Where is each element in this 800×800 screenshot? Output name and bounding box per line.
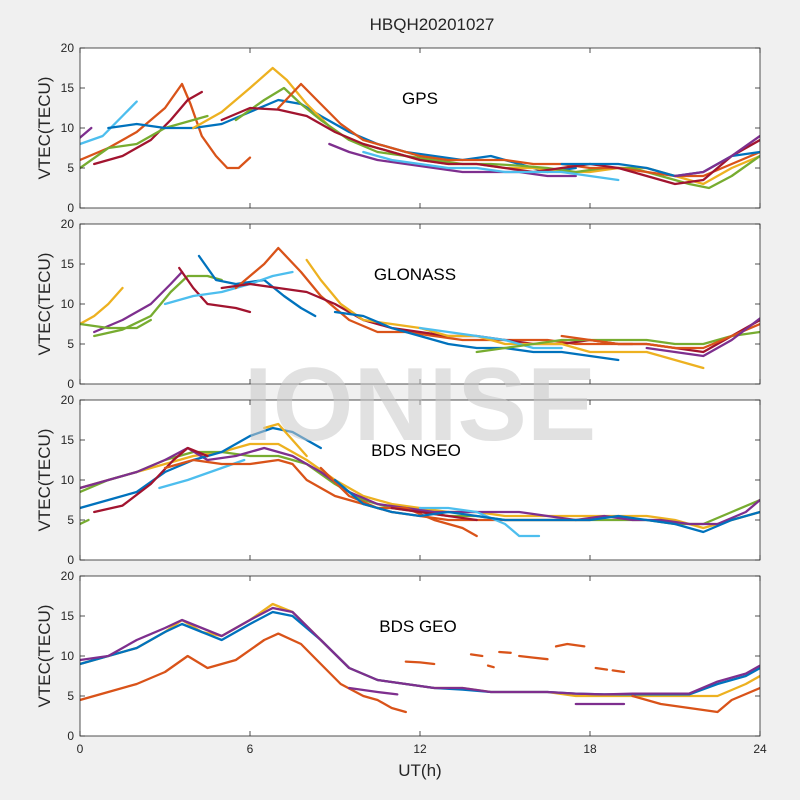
- series-line-13: [80, 518, 90, 526]
- series-line-3: [80, 606, 760, 696]
- y-tick-label: 10: [61, 121, 75, 135]
- series-line-9: [319, 466, 478, 538]
- series-line-12: [362, 150, 620, 182]
- series-line-15: [645, 317, 760, 358]
- y-tick-label: 5: [67, 337, 74, 351]
- x-tick-label: 24: [753, 742, 767, 756]
- series-line-15: [486, 664, 495, 669]
- y-axis-label: VTEC(TECU): [35, 77, 54, 180]
- y-tick-label: 10: [61, 649, 75, 663]
- y-tick-label: 20: [61, 393, 75, 407]
- series-line-8: [404, 660, 436, 666]
- series-line-9: [469, 653, 484, 658]
- x-tick-label: 12: [413, 742, 427, 756]
- series-line-13: [594, 666, 609, 671]
- plot-area: [80, 576, 760, 736]
- series-line-1: [80, 82, 252, 170]
- panel-label: BDS GEO: [379, 617, 456, 636]
- panel-2: 0 5 10 15 20 VTEC(TECU) GLONASS: [35, 217, 761, 391]
- series-line-6: [107, 98, 577, 174]
- series-line-11: [328, 142, 577, 178]
- series-line-11: [518, 654, 549, 661]
- series-group: [80, 602, 760, 714]
- series-line-7: [631, 686, 760, 714]
- series-line-10: [220, 106, 760, 186]
- series-line-12: [418, 326, 563, 350]
- y-axis-label: VTEC(TECU): [35, 605, 54, 708]
- series-line-4: [80, 100, 138, 146]
- panel-label: GPS: [402, 89, 438, 108]
- watermark: IONISE: [244, 347, 597, 463]
- series-line-5: [80, 126, 93, 139]
- series-line-2: [93, 270, 184, 334]
- panel-1: 0 5 10 15 20 VTEC(TECU) GPS: [35, 41, 761, 215]
- y-tick-label: 10: [61, 297, 75, 311]
- panel-label: BDS NGEO: [371, 441, 461, 460]
- x-axis-label: UT(h): [398, 761, 441, 780]
- panel-label: GLONASS: [374, 265, 456, 284]
- y-tick-label: 5: [67, 513, 74, 527]
- chart-panels: 0 5 10 15 20 VTEC(TECU) GPS 0 5 10 15 20 VTEC(TECU) G…: [35, 41, 767, 780]
- series-line-13: [475, 330, 760, 354]
- y-tick-label: 20: [61, 569, 75, 583]
- y-tick-label: 0: [67, 201, 74, 215]
- y-tick-label: 15: [61, 81, 75, 95]
- series-group: [80, 422, 760, 538]
- x-tick-label: 0: [77, 742, 84, 756]
- x-tick-label: 18: [583, 742, 597, 756]
- y-tick-label: 5: [67, 689, 74, 703]
- y-tick-label: 10: [61, 473, 75, 487]
- series-line-10: [498, 650, 512, 654]
- series-line-14: [560, 322, 760, 350]
- series-group: [80, 66, 760, 190]
- series-line-8: [234, 246, 634, 346]
- y-axis-label: VTEC(TECU): [35, 253, 54, 356]
- series-line-5: [348, 686, 399, 696]
- series-line-1: [80, 286, 124, 326]
- y-tick-label: 20: [61, 217, 75, 231]
- y-tick-label: 0: [67, 729, 74, 743]
- figure-title: HBQH20201027: [370, 15, 495, 34]
- series-line-3: [80, 318, 152, 330]
- y-tick-label: 0: [67, 377, 74, 391]
- series-line-14: [673, 134, 760, 178]
- y-tick-label: 5: [67, 161, 74, 175]
- series-line-5: [93, 446, 209, 514]
- series-line-14: [611, 669, 626, 674]
- y-axis-label: VTEC(TECU): [35, 429, 54, 532]
- series-line-12: [554, 642, 586, 648]
- y-tick-label: 20: [61, 41, 75, 55]
- series-line-8: [234, 86, 760, 190]
- series-line-10: [305, 258, 705, 370]
- series-line-3: [80, 114, 209, 170]
- x-tick-label: 6: [247, 742, 254, 756]
- series-line-11: [333, 310, 620, 362]
- series-group: [80, 246, 760, 370]
- plot-area: [80, 400, 760, 560]
- series-line-8: [263, 422, 308, 458]
- y-tick-label: 15: [61, 609, 75, 623]
- series-line-4: [80, 632, 407, 714]
- series-line-4: [93, 274, 223, 338]
- y-tick-label: 15: [61, 257, 75, 271]
- plot-area: [80, 224, 760, 384]
- y-tick-label: 15: [61, 433, 75, 447]
- panel-3: 0 5 10 15 20 VTEC(TECU) BDS NGEO: [35, 393, 761, 567]
- series-line-12: [333, 478, 760, 534]
- series-line-6: [178, 266, 252, 314]
- y-tick-label: 0: [67, 553, 74, 567]
- panel-4: 0 5 10 15 20 0 6 12 18 24 VTEC(TECU) UT(h) BDS GEO: [35, 569, 767, 780]
